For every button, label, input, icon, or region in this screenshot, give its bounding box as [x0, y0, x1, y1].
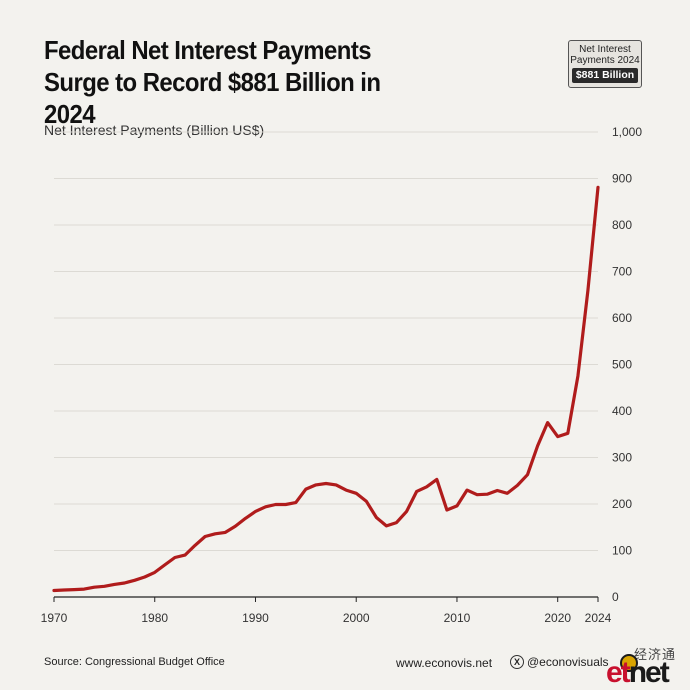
series-group: [52, 185, 600, 593]
series-line: [52, 185, 600, 593]
badge-label: Net Interest Payments 2024: [570, 44, 640, 66]
y-tick-label: 800: [612, 218, 632, 232]
social-handle[interactable]: X @econovisuals: [510, 655, 609, 669]
x-tick-label: 1970: [41, 611, 68, 625]
y-tick-label: 300: [612, 451, 632, 465]
y-axis-label: Net Interest Payments (Billion US$): [44, 122, 265, 138]
logo-chinese-text: 经济通: [634, 648, 677, 663]
website-link[interactable]: www.econovis.net: [396, 656, 493, 670]
x-tick-labels: 1970 1980 1990 2000 2010 2020 2024: [41, 597, 612, 625]
x-tick-label: 2024: [585, 611, 612, 625]
highlight-badge: Net Interest Payments 2024 $881 Billion: [568, 40, 642, 88]
y-tick-label: 600: [612, 311, 632, 325]
y-tick-label: 900: [612, 172, 632, 186]
logo-dot-icon: [620, 654, 638, 672]
y-tick-label: 200: [612, 497, 632, 511]
x-tick-label: 2000: [343, 611, 370, 625]
y-tick-label: 700: [612, 265, 632, 279]
grid-lines: [54, 131, 598, 598]
etnet-logo: 经济通 etnet: [604, 644, 690, 690]
y-tick-label: 100: [612, 544, 632, 558]
x-tick-label: 2010: [444, 611, 471, 625]
chart-title: Federal Net Interest Payments Surge to R…: [44, 35, 381, 129]
logo-mark: etnet: [606, 656, 670, 689]
y-tick-label: 400: [612, 404, 632, 418]
y-tick-label: 500: [612, 358, 632, 372]
y-tick-label: 0: [612, 590, 619, 604]
y-tick-label: 1,000: [612, 125, 642, 139]
source-note: Source: Congressional Budget Office: [44, 656, 225, 668]
badge-value: $881 Billion: [572, 68, 638, 83]
x-tick-label: 1990: [242, 611, 269, 625]
x-tick-label: 1980: [141, 611, 168, 625]
x-tick-label: 2020: [544, 611, 571, 625]
y-tick-labels: 0 100 200 300 400 500 600 700 800 900 1,000: [612, 125, 642, 604]
x-logo-icon: X: [510, 655, 524, 669]
social-handle-text: @econovisuals: [527, 655, 609, 669]
